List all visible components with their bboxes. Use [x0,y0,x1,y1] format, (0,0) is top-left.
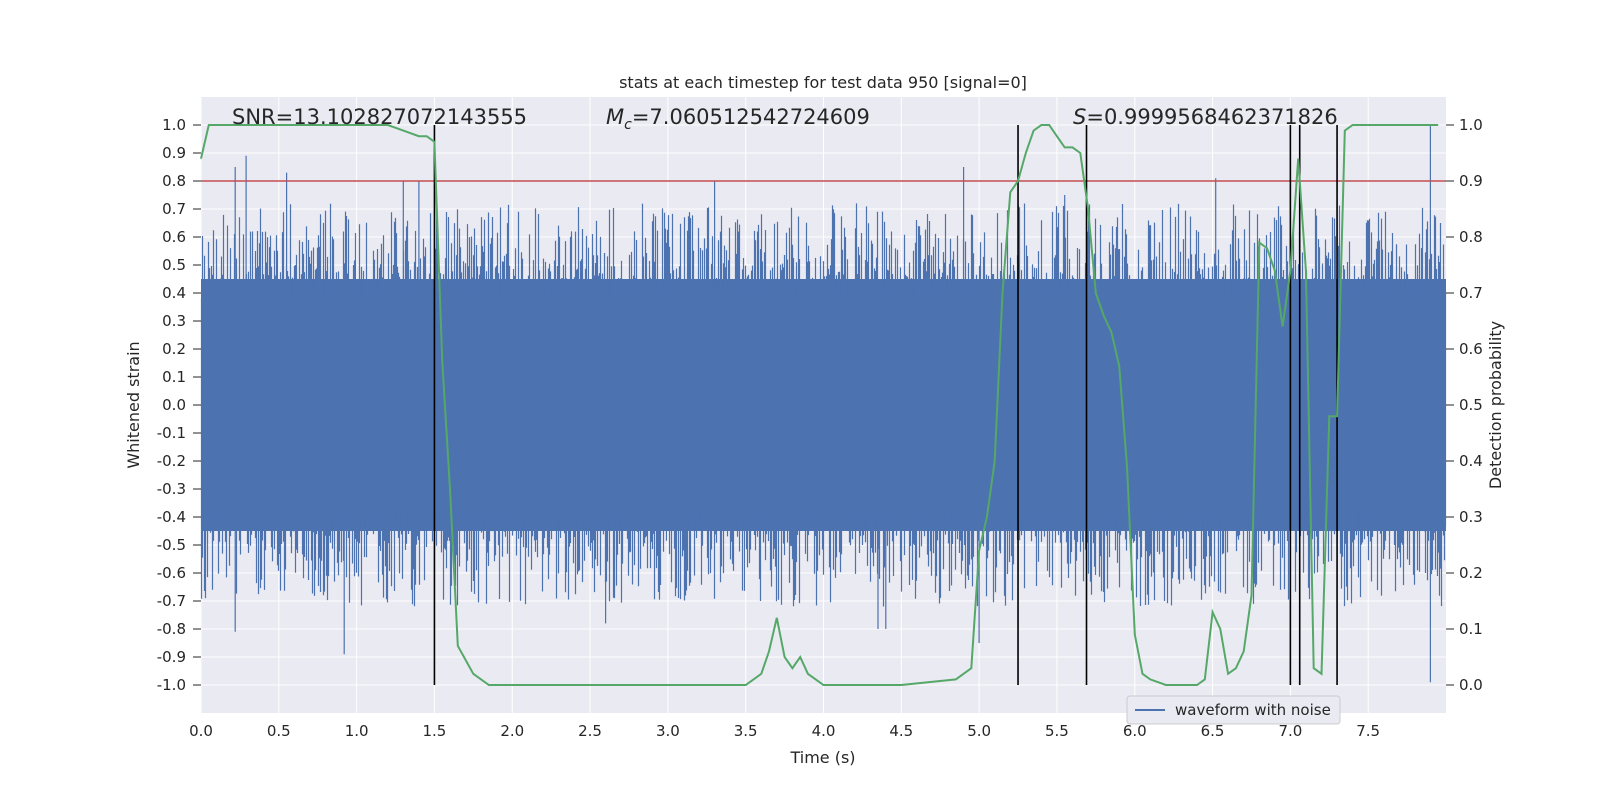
y-tick-label: 0.8 [162,172,186,190]
y-tick-label: -0.4 [157,508,186,526]
x-axis-ticks: 0.0 0.5 1.0 1.5 2.0 2.5 3.0 3.5 4.0 4.5 5.0 5.5 6.0 6… [189,722,1380,740]
chart-title: stats at each timestep for test data 950… [619,73,1027,92]
y2-tick-label: 0.1 [1459,620,1483,638]
y-tick-label: 0.7 [162,200,186,218]
y2-tick-label: 0.8 [1459,228,1483,246]
y-tick-label: 0.2 [162,340,186,358]
y-tick-label: 1.0 [162,116,186,134]
y-tick-label: 0.9 [162,144,186,162]
legend: waveform with noise [1126,695,1341,725]
snr-annotation: SNR=13.102827072143555 [232,105,527,129]
y2-axis-label: Detection probability [1486,321,1505,489]
x-tick-label: 2.0 [500,722,524,740]
y-tick-label: 0.6 [162,228,186,246]
legend-label: waveform with noise [1175,701,1331,719]
y-tick-label: -0.7 [157,592,186,610]
legend-box [1126,695,1341,725]
chirp-mass-symbol: M [606,105,624,129]
x-tick-label: 6.0 [1123,722,1147,740]
y2-tick-label: 0.4 [1459,452,1483,470]
x-tick-label: 4.0 [812,722,836,740]
chirp-mass-subscript: c [624,117,632,133]
y2-tick-label: 0.7 [1459,284,1483,302]
x-tick-label: 0.0 [189,722,213,740]
y-tick-label: -0.6 [157,564,186,582]
x-tick-label: 5.5 [1045,722,1069,740]
x-tick-label: 1.0 [345,722,369,740]
y-tick-label: -0.8 [157,620,186,638]
chirp-mass-annotation: Mc=7.060512542724609 [606,105,870,133]
waveform-series [200,125,1447,683]
score-annotation: S=0.9999568462371826 [1073,105,1338,129]
y-tick-label: -0.5 [157,536,186,554]
waveform-path [200,125,1447,683]
y-axis-ticks: 1.0 0.9 0.8 0.7 0.6 0.5 0.4 0.3 0.2 0.1 0.0 -0.1 -0.… [157,116,201,694]
y-tick-label: -1.0 [157,676,186,694]
y-tick-label: -0.9 [157,648,186,666]
y2-tick-label: 0.9 [1459,172,1483,190]
x-tick-label: 6.5 [1201,722,1225,740]
x-tick-label: 7.0 [1278,722,1302,740]
score-value: =0.9999568462371826 [1086,105,1337,129]
y-tick-label: 0.4 [162,284,186,302]
y-tick-label: -0.1 [157,424,186,442]
chirp-mass-value: =7.060512542724609 [632,105,870,129]
y-tick-label: 0.0 [162,396,186,414]
y-tick-label: 0.3 [162,312,186,330]
y-tick-label: 0.1 [162,368,186,386]
y2-tick-label: 0.0 [1459,676,1483,694]
x-axis-label: Time (s) [789,748,855,767]
x-tick-label: 4.5 [889,722,913,740]
y2-tick-label: 0.2 [1459,564,1483,582]
x-tick-label: 7.5 [1356,722,1380,740]
y-axis-label: Whitened strain [124,341,143,468]
x-tick-label: 0.5 [267,722,291,740]
y-tick-label: -0.2 [157,452,186,470]
x-tick-label: 1.5 [423,722,447,740]
x-tick-label: 3.5 [734,722,758,740]
x-tick-label: 5.0 [967,722,991,740]
detection-probability-line [200,124,1439,686]
y2-tick-label: 0.3 [1459,508,1483,526]
y2-tick-label: 0.6 [1459,340,1483,358]
y2-axis-ticks: 1.0 0.9 0.8 0.7 0.6 0.5 0.4 0.3 0.2 0.1 0.0 [1446,116,1483,694]
x-tick-label: 3.0 [656,722,680,740]
y-tick-label: 0.5 [162,256,186,274]
y2-tick-label: 0.5 [1459,396,1483,414]
score-symbol: S [1073,105,1086,129]
x-tick-label: 2.5 [578,722,602,740]
y2-tick-label: 1.0 [1459,116,1483,134]
y-tick-label: -0.3 [157,480,186,498]
